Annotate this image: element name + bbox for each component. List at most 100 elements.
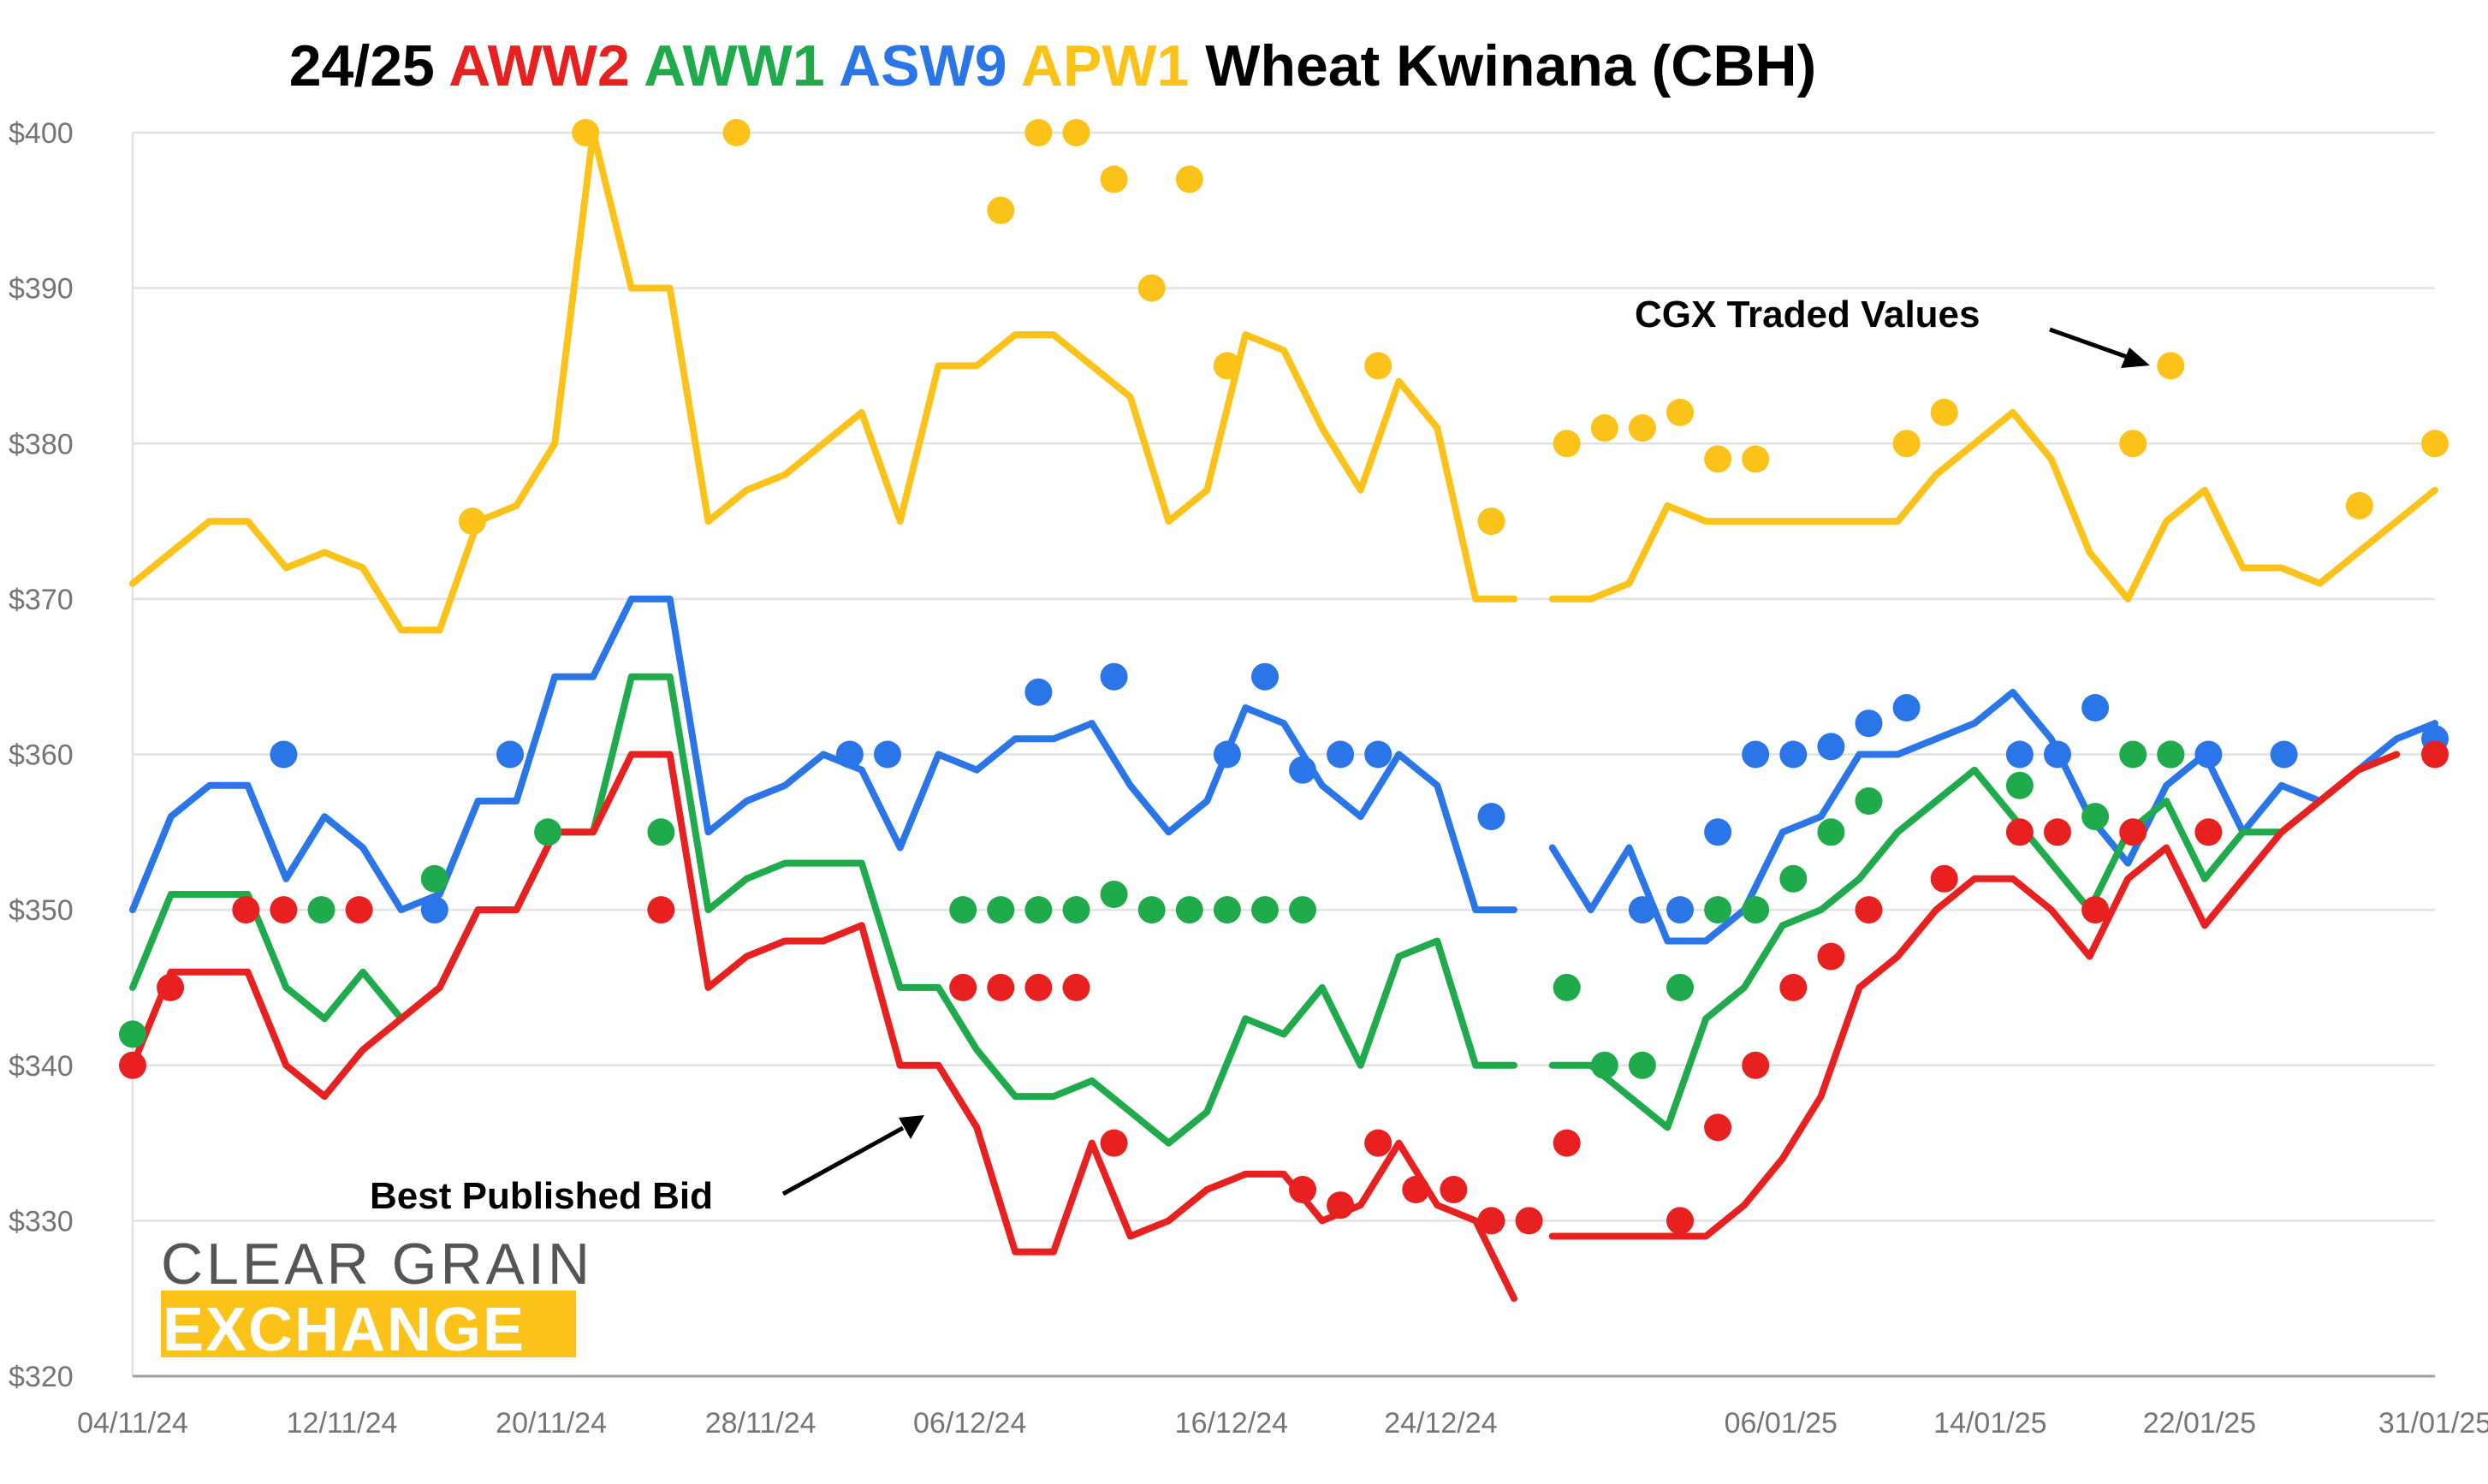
- dot-aww1: [1666, 973, 1694, 1001]
- title-part-0: 24/25: [289, 33, 435, 98]
- dot-aww2: [1704, 1113, 1732, 1142]
- y-axis: $320 $330 $340 $350 $360 $370 $380 $390 $400: [9, 117, 74, 1393]
- dot-aww2: [1477, 1207, 1505, 1235]
- y-tick-label: $320: [9, 1361, 74, 1393]
- dot-asw9: [1251, 662, 1279, 691]
- y-tick-label: $360: [9, 739, 74, 772]
- series-lines: [129, 129, 2438, 1303]
- title-part-5: Wheat Kwinana (CBH): [1189, 33, 1816, 98]
- dot-aww2: [1062, 973, 1090, 1001]
- logo-line1: CLEAR GRAIN: [161, 1232, 593, 1297]
- dot-aww1: [1289, 896, 1316, 924]
- dot-asw9: [835, 740, 864, 769]
- annotation-bid-arrowhead: [899, 1115, 924, 1139]
- dot-asw9: [2194, 740, 2223, 769]
- dot-aww2: [1402, 1176, 1430, 1203]
- dot-aww2: [270, 896, 298, 924]
- dot-asw9: [496, 740, 524, 769]
- dot-aww2: [1779, 973, 1808, 1001]
- dot-aww1: [1590, 1051, 1618, 1079]
- dot-aww2: [1817, 942, 1845, 971]
- dot-asw9: [270, 740, 298, 769]
- dot-aww2: [1327, 1191, 1355, 1220]
- y-tick-label: $370: [9, 584, 74, 616]
- dot-apw1: [1213, 352, 1241, 380]
- annotation-cgx-label: CGX Traded Values: [1635, 294, 1980, 335]
- dot-asw9: [1892, 694, 1921, 721]
- dot-aww2: [1930, 864, 1958, 893]
- dot-aww2: [1364, 1129, 1392, 1157]
- dot-asw9: [874, 740, 901, 769]
- annotation-bid-arrow: [781, 1125, 905, 1196]
- dot-apw1: [2345, 491, 2373, 519]
- x-tick-label: 04/11/24: [77, 1407, 188, 1439]
- x-tick-label: 24/12/24: [1384, 1407, 1497, 1439]
- title-part-4: APW1: [1007, 33, 1190, 98]
- line-aww1: [129, 673, 2401, 1147]
- dot-apw1: [1364, 352, 1392, 380]
- x-tick-label: 16/12/24: [1175, 1407, 1288, 1439]
- dot-asw9: [1213, 740, 1241, 769]
- line-asw9: [129, 595, 2438, 945]
- dot-aww2: [647, 896, 675, 924]
- dot-asw9: [420, 896, 448, 924]
- dot-apw1: [1137, 274, 1166, 302]
- dot-aww1: [949, 896, 977, 924]
- x-tick-label: 06/01/25: [1725, 1407, 1838, 1439]
- x-tick-label: 31/01/25: [2378, 1407, 2488, 1439]
- dot-asw9: [1628, 896, 1656, 924]
- line-apw1: [129, 129, 2438, 634]
- dot-aww2: [2421, 740, 2449, 769]
- dot-apw1: [2119, 430, 2147, 458]
- title-part-3: ASW9: [825, 33, 1007, 98]
- dot-aww2: [157, 973, 185, 1001]
- dot-asw9: [1817, 733, 1845, 761]
- dot-apw1: [1742, 445, 1770, 473]
- x-tick-label: 20/11/24: [496, 1407, 607, 1439]
- title-part-2: AWW1: [630, 33, 825, 98]
- dot-apw1: [1930, 398, 1958, 426]
- dot-aww1: [1251, 896, 1279, 924]
- annotation-cgx-arrow: [2049, 327, 2130, 360]
- dot-asw9: [1855, 709, 1883, 738]
- dot-aww2: [1100, 1129, 1128, 1157]
- x-axis: 04/11/24 12/11/24 20/11/24 28/11/24 06/12/24…: [77, 1407, 2488, 1439]
- dot-aww1: [1553, 973, 1581, 1001]
- dot-aww1: [2081, 803, 2110, 831]
- dot-aww1: [1779, 864, 1808, 893]
- dot-aww1: [987, 896, 1015, 924]
- dot-aww1: [1855, 787, 1883, 815]
- dot-aww1: [307, 896, 335, 924]
- title-part-1: AWW2: [435, 33, 630, 98]
- dot-aww2: [2044, 818, 2071, 846]
- dot-aww1: [1137, 896, 1166, 924]
- chart-title: 24/25 AWW2 AWW1 ASW9 APW1 Wheat Kwinana …: [289, 33, 1817, 98]
- dot-apw1: [1100, 165, 1128, 193]
- dot-aww2: [2081, 896, 2110, 924]
- annotation-bid-label: Best Published Bid: [370, 1175, 713, 1217]
- dot-apw1: [1666, 398, 1694, 426]
- dot-asw9: [1704, 818, 1732, 846]
- y-tick-label: $380: [9, 428, 74, 460]
- dot-aww1: [420, 864, 448, 893]
- x-tick-label: 12/11/24: [287, 1407, 398, 1439]
- dot-aww1: [1213, 896, 1241, 924]
- dot-aww1: [2157, 740, 2185, 769]
- dot-aww2: [119, 1051, 146, 1079]
- dot-asw9: [1289, 756, 1316, 784]
- dot-aww2: [1440, 1176, 1468, 1203]
- dot-apw1: [1628, 414, 1656, 442]
- dot-aww1: [647, 818, 675, 846]
- dot-aww1: [1175, 896, 1203, 924]
- dot-aww1: [1062, 896, 1090, 924]
- dot-aww2: [232, 896, 260, 924]
- dot-asw9: [1477, 803, 1505, 831]
- y-tick-label: $340: [9, 1050, 74, 1083]
- dot-apw1: [1024, 119, 1053, 146]
- dot-aww1: [1628, 1051, 1656, 1079]
- dot-aww2: [2119, 818, 2147, 846]
- dot-aww2: [1742, 1051, 1770, 1079]
- dot-aww1: [2119, 740, 2147, 769]
- dot-aww2: [1855, 896, 1883, 924]
